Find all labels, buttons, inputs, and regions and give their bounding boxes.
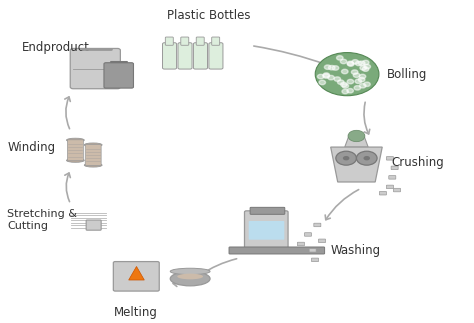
Ellipse shape [84,143,102,147]
FancyBboxPatch shape [319,239,326,243]
FancyBboxPatch shape [209,43,223,69]
Circle shape [356,151,377,165]
Ellipse shape [170,268,210,275]
Ellipse shape [177,274,203,279]
Circle shape [340,59,347,64]
Polygon shape [345,134,368,147]
FancyBboxPatch shape [311,258,319,262]
FancyBboxPatch shape [113,262,159,291]
FancyBboxPatch shape [163,43,177,69]
Circle shape [324,65,331,69]
Circle shape [364,64,371,69]
Circle shape [355,79,362,84]
Circle shape [328,66,335,70]
Circle shape [334,77,341,81]
Circle shape [354,86,361,90]
Circle shape [332,66,339,70]
Circle shape [337,56,343,60]
Circle shape [351,70,358,74]
FancyBboxPatch shape [178,43,192,69]
Circle shape [319,80,326,85]
FancyBboxPatch shape [389,176,396,179]
Text: Stretching &
Cutting: Stretching & Cutting [8,209,77,231]
Circle shape [358,61,365,66]
Circle shape [363,60,369,65]
Circle shape [342,84,349,88]
Circle shape [323,74,329,78]
Circle shape [328,75,334,80]
FancyBboxPatch shape [104,63,134,88]
FancyBboxPatch shape [85,145,101,165]
FancyBboxPatch shape [229,247,325,254]
FancyBboxPatch shape [165,37,173,45]
Ellipse shape [84,163,102,167]
FancyBboxPatch shape [393,188,401,192]
Polygon shape [331,147,382,182]
FancyBboxPatch shape [379,192,386,195]
Circle shape [347,89,354,93]
FancyBboxPatch shape [245,211,288,250]
Circle shape [341,69,348,74]
FancyBboxPatch shape [304,233,311,236]
Circle shape [358,78,365,82]
Text: Crushing: Crushing [392,156,444,170]
FancyBboxPatch shape [86,220,101,230]
Ellipse shape [170,272,210,286]
Circle shape [343,156,349,161]
Text: Endproduct: Endproduct [21,41,90,54]
Text: Winding: Winding [8,141,55,154]
Ellipse shape [66,138,84,142]
Circle shape [356,61,362,66]
FancyBboxPatch shape [386,185,393,189]
Circle shape [359,74,366,79]
FancyBboxPatch shape [391,166,398,170]
Circle shape [353,73,360,78]
Circle shape [362,67,369,71]
Text: Plastic Bottles: Plastic Bottles [167,9,251,22]
Ellipse shape [66,159,84,162]
Circle shape [337,80,344,84]
FancyBboxPatch shape [250,207,285,214]
FancyBboxPatch shape [212,37,219,45]
Circle shape [364,156,370,161]
FancyBboxPatch shape [309,249,316,252]
Circle shape [341,82,347,87]
Circle shape [315,53,379,96]
FancyBboxPatch shape [386,157,393,160]
Circle shape [364,82,370,87]
FancyBboxPatch shape [70,48,120,89]
Circle shape [323,73,329,77]
FancyBboxPatch shape [67,140,83,161]
FancyBboxPatch shape [181,37,189,45]
Circle shape [359,84,366,88]
Circle shape [352,60,358,64]
Circle shape [360,66,366,70]
FancyBboxPatch shape [196,37,204,45]
FancyBboxPatch shape [193,43,208,69]
Circle shape [342,89,348,94]
Circle shape [318,74,324,79]
FancyBboxPatch shape [314,223,321,227]
Text: Bolling: Bolling [387,68,427,81]
Circle shape [348,130,365,142]
Text: Melting: Melting [114,306,158,318]
FancyBboxPatch shape [249,221,284,240]
Circle shape [347,61,354,66]
Circle shape [336,151,356,165]
Circle shape [347,79,354,84]
Text: Washing: Washing [331,244,381,257]
FancyBboxPatch shape [297,242,304,246]
Circle shape [347,62,354,66]
